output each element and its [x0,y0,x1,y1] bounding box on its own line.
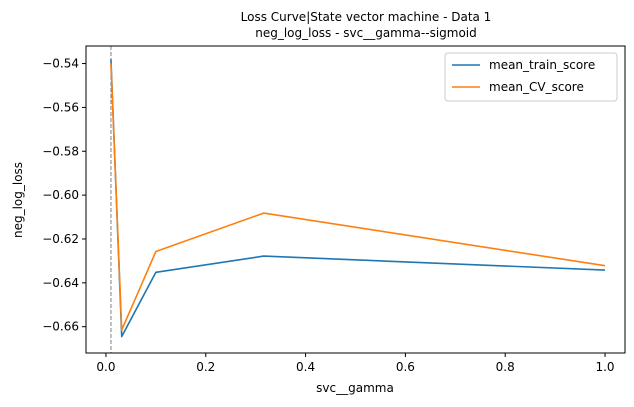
x-tick-label: 0.2 [196,360,215,374]
x-tick-label: 0.6 [396,360,415,374]
x-tick-label: 1.0 [595,360,614,374]
x-tick-label: 0.8 [496,360,515,374]
legend-box [444,52,618,102]
chart-title: Loss Curve|State vector machine - Data 1 [241,10,492,24]
chart-subtitle: neg_log_loss - svc__gamma--sigmoid [255,26,477,40]
x-tick-label: 0.0 [96,360,115,374]
y-tick-label: −0.64 [42,276,79,290]
y-tick-label: −0.54 [42,57,79,71]
legend: mean_train_score mean_CV_score [444,52,618,102]
series-line-cv [110,63,606,331]
plot-frame [85,45,626,354]
legend-label-train: mean_train_score [489,58,595,72]
y-axis-ticks: −0.54 −0.56 −0.58 −0.60 −0.62 −0.64 −0.66 [42,57,86,334]
y-tick-label: −0.56 [42,100,79,114]
x-tick-label: 0.4 [296,360,315,374]
plot-area [110,46,606,353]
legend-label-cv: mean_CV_score [489,80,584,94]
y-tick-label: −0.58 [42,144,79,158]
x-axis-ticks: 0.0 0.2 0.4 0.6 0.8 1.0 [96,353,615,374]
y-tick-label: −0.66 [42,320,79,334]
x-axis-label: svc__gamma [316,381,394,395]
y-tick-label: −0.60 [42,188,79,202]
y-tick-label: −0.62 [42,232,79,246]
y-axis-label: neg_log_loss [11,162,25,238]
